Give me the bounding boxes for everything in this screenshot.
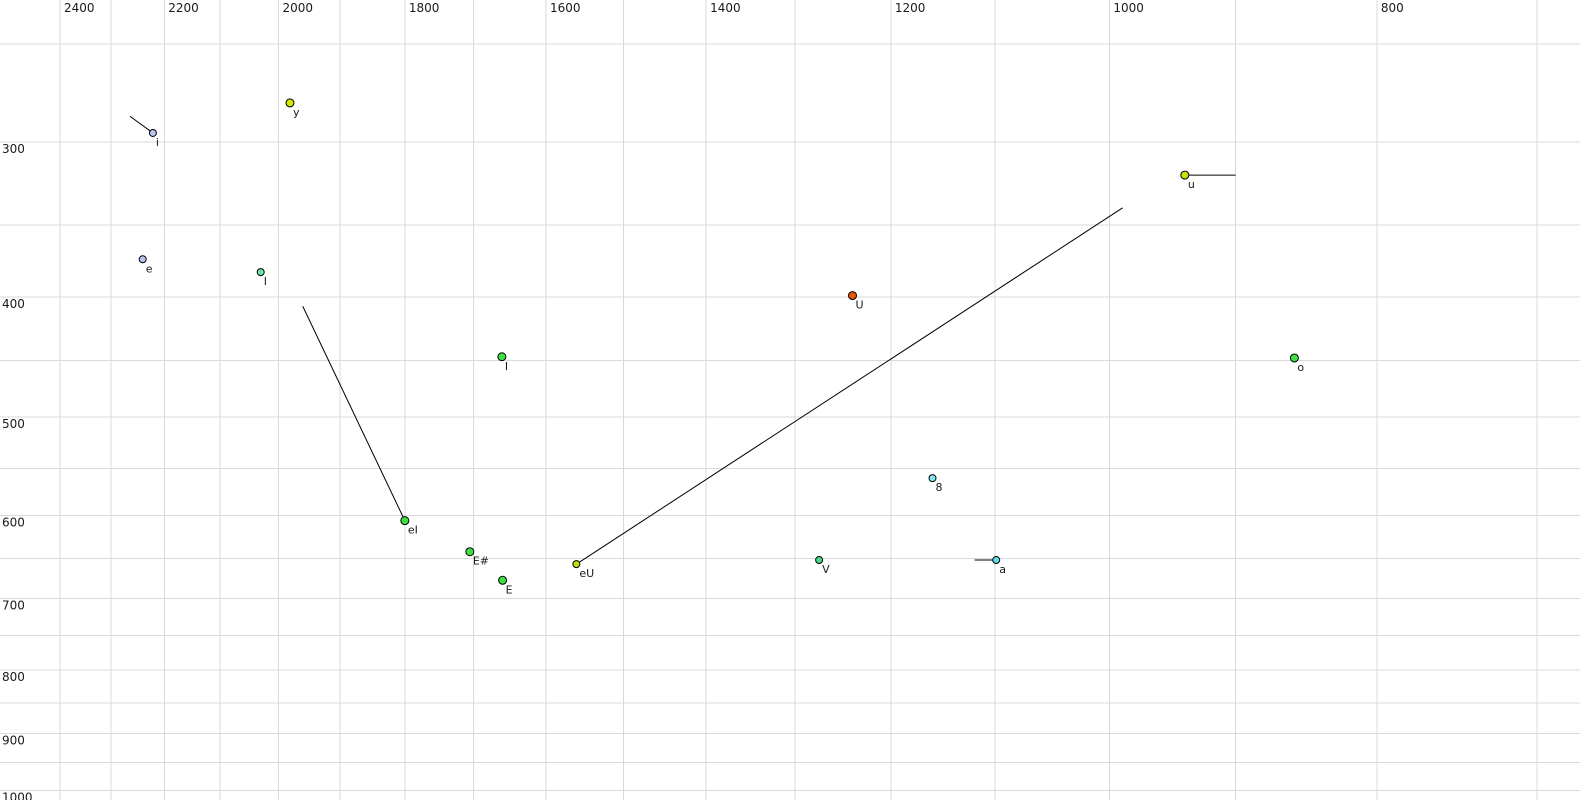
vowel-point-i (148, 128, 157, 137)
vowel-label-I: I (264, 275, 267, 288)
vowel-point-eU (572, 560, 581, 569)
vowel-label-a: a (999, 563, 1006, 576)
y-tick-label: 400 (2, 297, 25, 311)
y-tick-label: 1000 (2, 790, 33, 800)
y-tick-label: 800 (2, 670, 25, 684)
y-tick-label: 600 (2, 515, 25, 529)
y-tick-label: 300 (2, 142, 25, 156)
vowel-point-y (285, 98, 295, 108)
trajectory-tails-layer (129, 115, 1236, 565)
vowel-point-o (1289, 353, 1299, 363)
vowel-label-u: u (1188, 178, 1195, 191)
vowel-label-8: 8 (936, 481, 943, 494)
vowel-label-E#: E# (473, 555, 489, 568)
vowel-label-o: o (1297, 361, 1304, 374)
vowel-label-e: e (146, 262, 153, 275)
vowel-label-I: I (505, 360, 508, 373)
vowel-label-E: E (506, 583, 513, 596)
x-tick-label: 1200 (895, 1, 926, 15)
x-tick-label: 2200 (168, 1, 199, 15)
y-tick-label: 700 (2, 598, 25, 612)
vowel-label-y: y (293, 106, 300, 119)
y-axis-tick-labels: 300 400 500 600 700 800 900 1000 (2, 142, 33, 800)
vowel-points-layer (138, 98, 1299, 585)
vowel-tail-eI (302, 306, 406, 521)
vowel-point-e (138, 255, 147, 264)
vowel-label-eI: eI (408, 524, 418, 537)
vowel-point-V (815, 556, 824, 565)
x-tick-label: 1400 (710, 1, 741, 15)
vowel-point-a (992, 556, 1001, 565)
vowel-point-8 (928, 474, 937, 483)
x-tick-label: 2400 (64, 1, 95, 15)
x-tick-label: 2000 (283, 1, 314, 15)
vowel-point-u (1180, 170, 1190, 180)
x-axis-tick-labels: 2400 2200 2000 1800 1600 1400 1200 1000 800 (64, 1, 1404, 15)
x-tick-label: 1800 (409, 1, 440, 15)
x-tick-label: 800 (1381, 1, 1404, 15)
y-tick-label: 500 (2, 417, 25, 431)
x-tick-label: 1000 (1113, 1, 1144, 15)
vowel-point-I (256, 268, 265, 277)
vowel-point-I (497, 352, 507, 362)
vowel-label-i: i (156, 136, 159, 149)
vowel-point-eI (400, 516, 410, 526)
vowel-point-E# (465, 547, 475, 557)
vowel-label-V: V (822, 563, 830, 576)
x-tick-label: 1600 (550, 1, 581, 15)
vowel-tail-eU (576, 207, 1123, 565)
vowel-point-E (498, 575, 508, 585)
vowel-point-U (848, 291, 858, 301)
vowel-label-eU: eU (579, 567, 594, 580)
y-tick-label: 900 (2, 734, 25, 748)
vowel-label-U: U (856, 299, 864, 312)
vowel-tail-i (129, 115, 154, 134)
